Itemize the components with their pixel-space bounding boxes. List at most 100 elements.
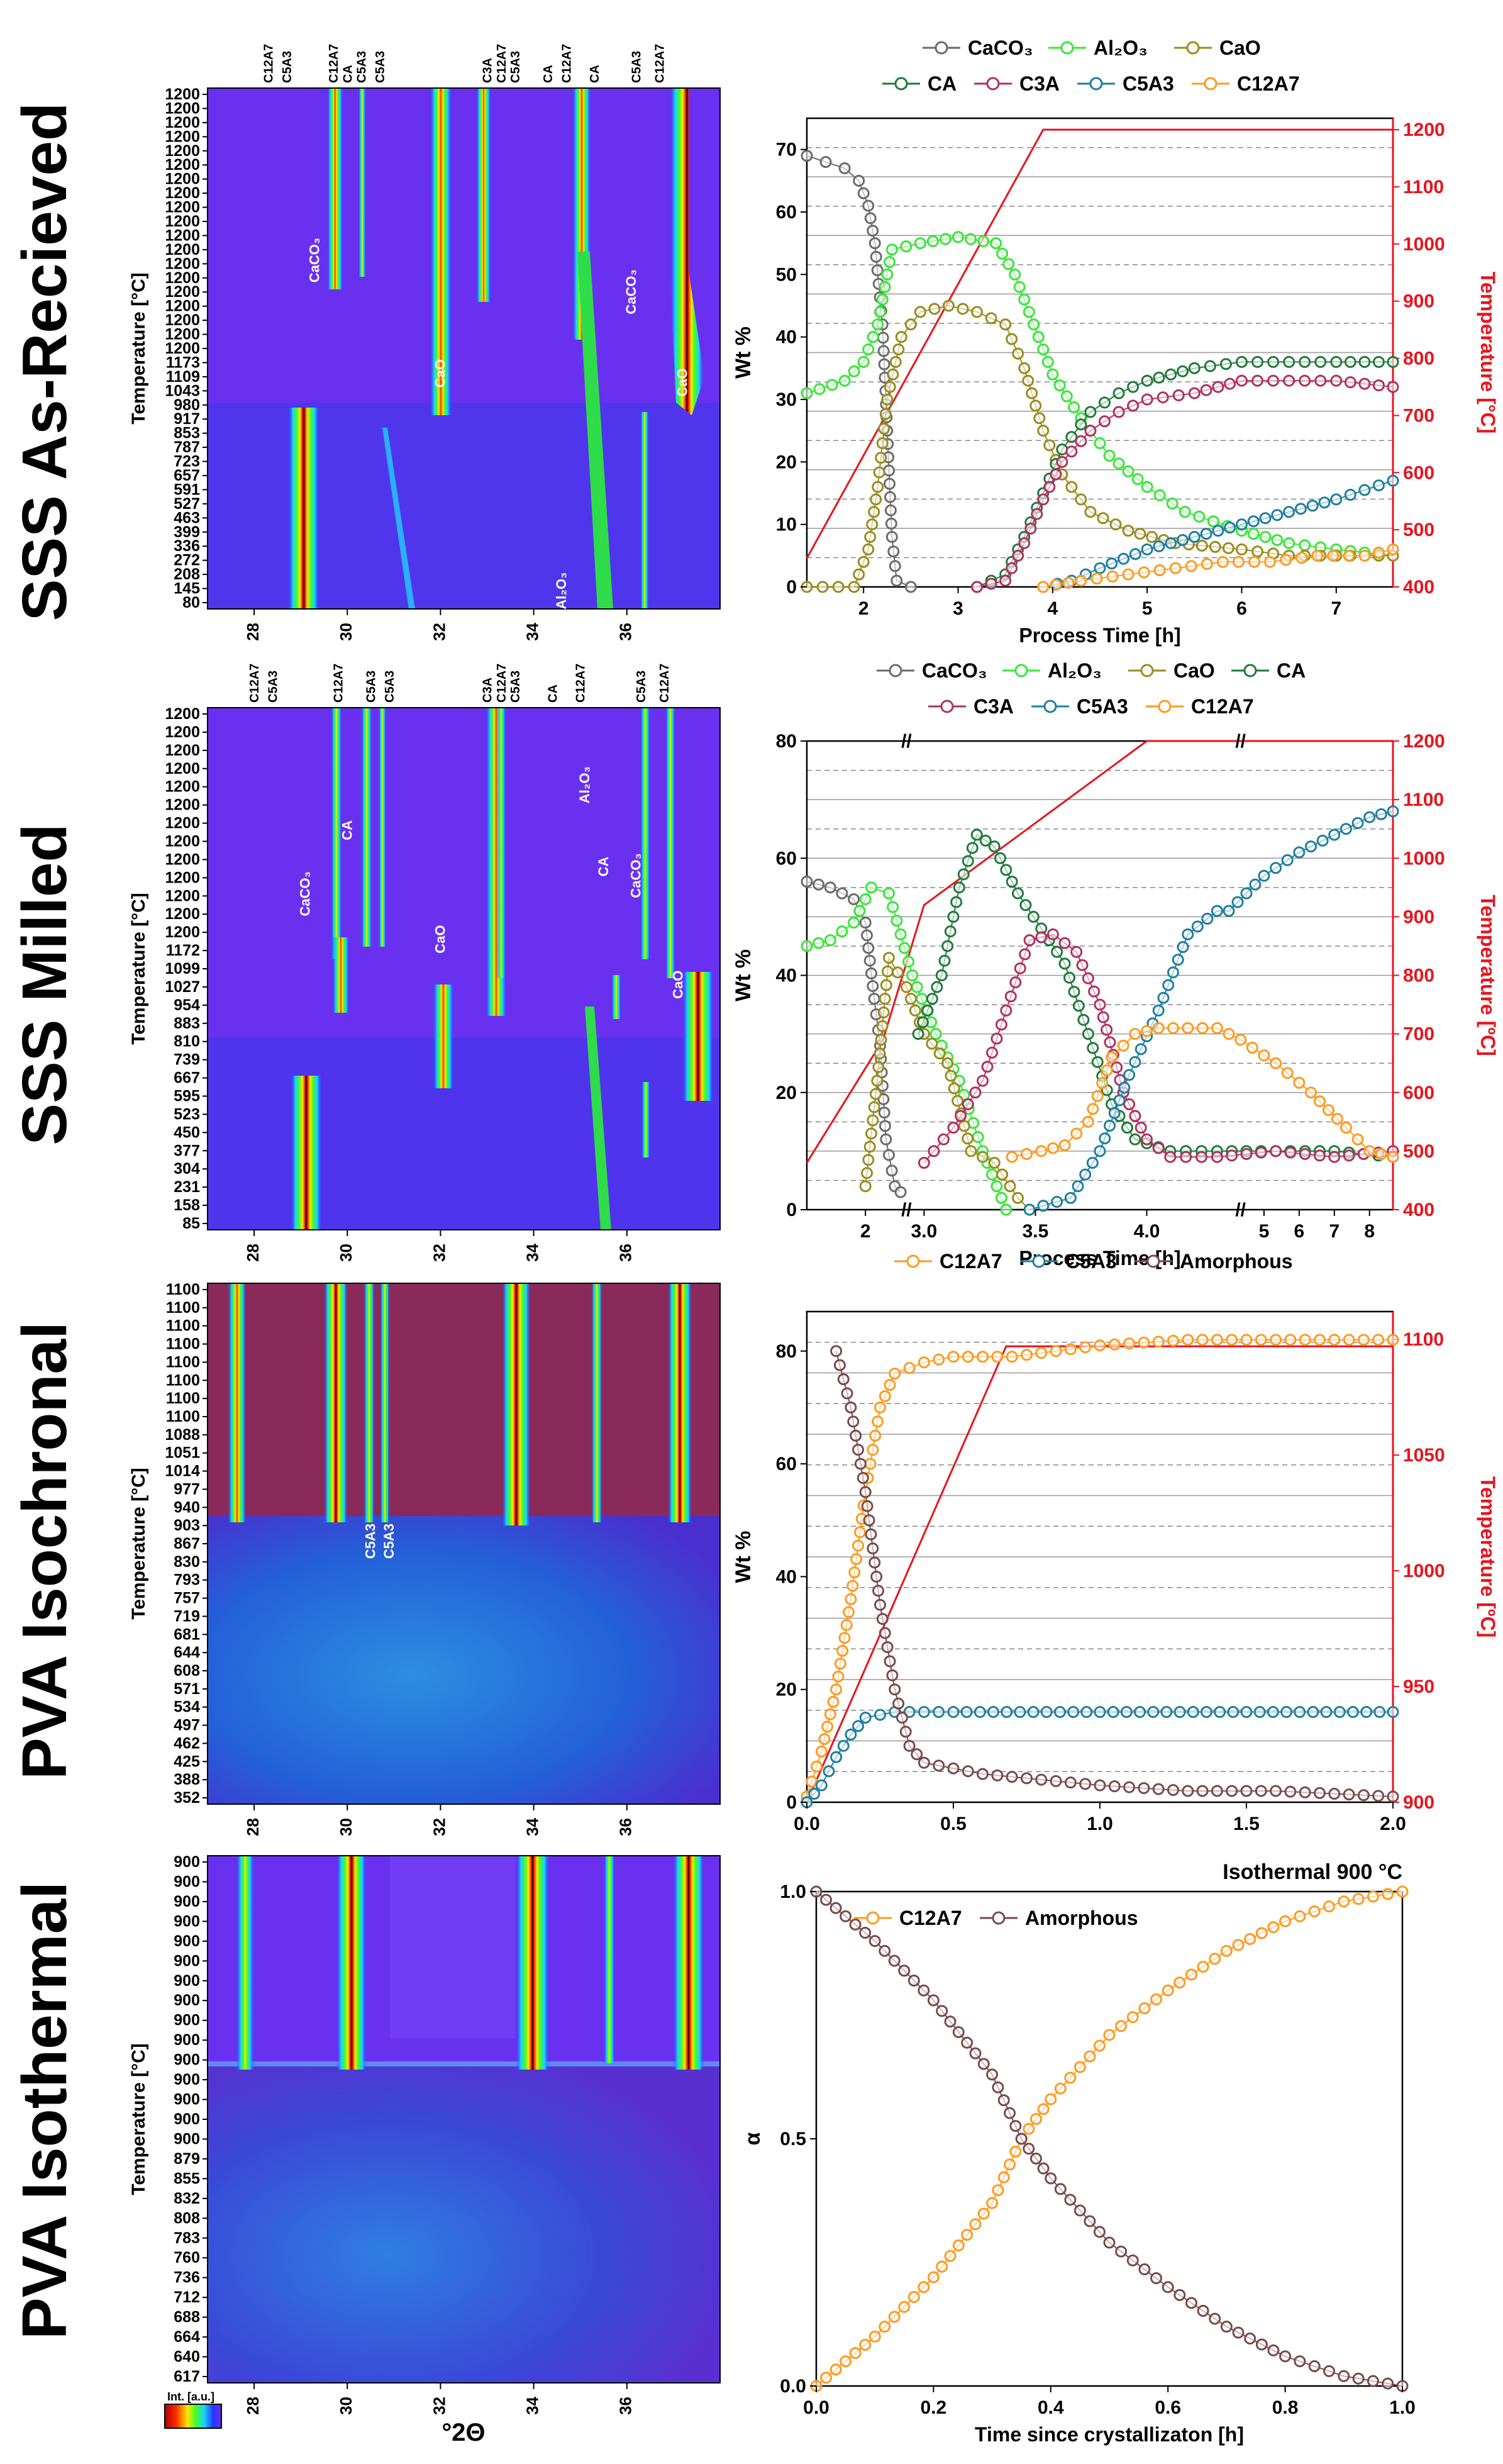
c4-point-amorphous [1173, 2288, 1186, 2301]
c2-point-c12a7 [1021, 1148, 1033, 1161]
c1-y-axis-title: Wt % [731, 326, 755, 379]
heatmap-3-peak-1 [228, 1283, 247, 1522]
c1-y2-tick-label: 1000 [1403, 234, 1445, 255]
c1-point-caco3 [801, 150, 813, 162]
c2-point-c5a3 [1211, 905, 1223, 917]
c2-point-c3a [981, 1061, 994, 1073]
hm2-phase-label: C5A3 [635, 671, 648, 703]
c2-x-tick-label: 4.0 [1134, 1221, 1160, 1242]
c2-point-al2o3 [972, 1131, 984, 1144]
c3-legend-marker-amorphous [1146, 1254, 1160, 1268]
c1-point-al2o3 [876, 293, 889, 306]
c4-x-tick-label: 0.2 [921, 2397, 947, 2418]
c3-point-c12a7 [838, 1632, 851, 1644]
c3-point-amorphous [889, 1683, 901, 1696]
c1-point-caco3 [885, 517, 897, 530]
c4-point-amorphous [1267, 2344, 1280, 2356]
c1-point-c3a [1224, 377, 1236, 390]
c1-point-al2o3 [914, 237, 926, 250]
c4-x-tick-label: 0.8 [1272, 2397, 1299, 2418]
hm1-annotation: CaO [675, 368, 690, 396]
hm1-y-tick-label: 1200 [165, 170, 200, 188]
c1-point-al2o3 [884, 255, 896, 268]
c1-point-caco3 [870, 250, 882, 263]
c3-point-amorphous [863, 1514, 875, 1527]
c2-point-c12a7 [1363, 1145, 1376, 1157]
c4-point-c12a7 [1308, 1905, 1321, 1917]
c3-point-c12a7 [1079, 1341, 1092, 1354]
c4-point-amorphous [1220, 2321, 1233, 2333]
hm1-phase-label: C12A7 [560, 44, 574, 83]
hm3-y-tick-label: 1100 [166, 1353, 200, 1371]
c2-x-tick-label: 3.0 [911, 1221, 938, 1242]
c4-point-c12a7 [1064, 2071, 1077, 2084]
c2-point-cao [879, 993, 891, 1005]
hm2-x-tick-label: 32 [430, 1244, 448, 1262]
c2-point-ca [912, 1028, 924, 1040]
heatmap-x-axis-title: °2Θ [441, 2419, 485, 2446]
c1-point-cao [1097, 512, 1109, 525]
c2-y-tick-label: 0 [786, 1200, 797, 1220]
c1-point-ca [1075, 418, 1087, 431]
c1-y-tick-label: 20 [776, 452, 797, 472]
c1-y2-axis-title: Temperature [°C] [1477, 272, 1499, 434]
hm3-y-tick-label: 534 [174, 1698, 200, 1716]
hm3-y-tick-label: 1100 [166, 1408, 200, 1425]
c4-point-amorphous [1279, 2350, 1292, 2363]
c4-point-amorphous [1255, 2338, 1268, 2351]
c1-point-al2o3 [1122, 465, 1134, 477]
c2-point-caco3 [868, 993, 880, 1005]
c1-point-al2o3 [1131, 473, 1144, 486]
c2-point-ca [1019, 899, 1032, 911]
c1-point-c5a3 [1153, 540, 1165, 552]
c4-point-c12a7 [1338, 1895, 1350, 1908]
c4-point-c12a7 [879, 2321, 891, 2333]
c3-point-c5a3 [1134, 1706, 1146, 1719]
c3-point-c12a7 [1064, 1343, 1077, 1356]
c1-point-cao [1029, 399, 1042, 412]
hm4-y-tick-label: 879 [174, 2150, 200, 2168]
c1-point-caco3 [857, 187, 870, 199]
c3-point-c5a3 [1240, 1706, 1253, 1719]
c4-point-c12a7 [952, 2239, 965, 2252]
c3-point-amorphous [886, 1669, 899, 1681]
c2-point-cao [870, 1088, 882, 1100]
c2-point-c3a [1328, 1151, 1341, 1163]
c4-point-c12a7 [918, 2281, 930, 2294]
heatmap-2-peak-ca-b [611, 975, 621, 1019]
c1-legend-label-c5a3: C5A3 [1123, 72, 1174, 95]
c3-point-c12a7 [1108, 1338, 1121, 1351]
c1-point-c3a [985, 577, 997, 590]
hm2-y-tick-label: 304 [174, 1160, 200, 1178]
hm1-y-tick-label: 1200 [165, 86, 200, 103]
hm1-y-tick-label: 1200 [165, 213, 200, 230]
c4-point-amorphous [927, 1994, 940, 2007]
c2-point-al2o3 [1000, 1203, 1012, 1216]
c3-point-amorphous [903, 1739, 916, 1752]
c2-point-c3a [1046, 928, 1059, 940]
c3-point-c5a3 [1346, 1706, 1359, 1719]
c3-point-amorphous [947, 1762, 960, 1775]
c2-point-c12a7 [1351, 1133, 1364, 1146]
c3-y2-tick-label: 1050 [1403, 1445, 1445, 1466]
c1-y2-tick-label: 800 [1403, 348, 1434, 369]
c4-point-c12a7 [1396, 1885, 1409, 1898]
c3-point-amorphous [977, 1768, 989, 1780]
hm2-y-tick-label: 1200 [165, 869, 200, 886]
c1-point-c12a7 [1280, 554, 1292, 566]
c1-point-c5a3 [1141, 543, 1153, 555]
hm4-y-tick-label: 900 [174, 2110, 200, 2128]
c2-y-tick-label: 20 [776, 1083, 797, 1103]
c3-point-amorphous [1372, 1790, 1385, 1802]
c1-point-ca [1127, 381, 1140, 393]
c2-point-al2o3 [890, 915, 903, 927]
c4-point-c12a7 [1073, 2061, 1086, 2073]
c1-point-c5a3 [1306, 499, 1319, 512]
c4-point-c12a7 [1023, 2122, 1035, 2135]
heatmap-2-peak-caco3-b [641, 1082, 650, 1157]
c1-point-c3a [1031, 508, 1043, 520]
c2-point-al2o3 [882, 887, 895, 900]
c1-point-cao [1065, 481, 1078, 493]
c2-point-c3a [1104, 1036, 1116, 1049]
c2-point-c5a3 [1182, 928, 1194, 940]
